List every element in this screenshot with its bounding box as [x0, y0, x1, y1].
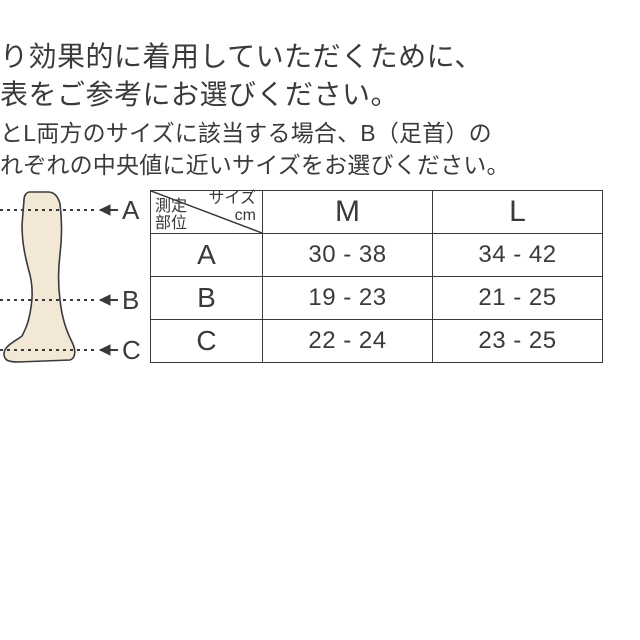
table-header-row: サイズ cm 測定 部位 M L — [151, 191, 603, 234]
diagram-label-a: A — [122, 195, 139, 226]
header-m: M — [263, 191, 433, 234]
diagram-label-c: C — [122, 335, 141, 366]
size-table: サイズ cm 測定 部位 M L A 30 - 38 34 - 42 B 19 … — [150, 190, 603, 363]
diagram-label-b: B — [122, 285, 139, 316]
row-label-c: C — [151, 320, 263, 363]
cell-c-m: 22 - 24 — [263, 320, 433, 363]
cell-a-m: 30 - 38 — [263, 234, 433, 277]
arrow-c — [100, 345, 118, 355]
table-row: B 19 - 23 21 - 25 — [151, 277, 603, 320]
leg-shape — [4, 192, 75, 362]
table-row: C 22 - 24 23 - 25 — [151, 320, 603, 363]
cell-a-l: 34 - 42 — [433, 234, 603, 277]
arrow-b — [100, 295, 118, 305]
header-measure-cell: サイズ cm 測定 部位 — [151, 191, 263, 234]
cell-c-l: 23 - 25 — [433, 320, 603, 363]
header-size-cm: サイズ cm — [208, 191, 256, 225]
arrow-a — [100, 205, 118, 215]
row-label-b: B — [151, 277, 263, 320]
leg-diagram: A B C — [0, 190, 150, 362]
header-l: L — [433, 191, 603, 234]
cell-b-l: 21 - 25 — [433, 277, 603, 320]
row-label-a: A — [151, 234, 263, 277]
table-row: A 30 - 38 34 - 42 — [151, 234, 603, 277]
cell-b-m: 19 - 23 — [263, 277, 433, 320]
heading-line-1: り効果的に着用していただくために、 — [0, 38, 483, 76]
note-line-1: とL両方のサイズに該当する場合、B（足首）の — [0, 118, 492, 149]
product-size-guide: り効果的に着用していただくために、 表をご参考にお選びください。 とL両方のサイ… — [0, 0, 640, 640]
heading-line-2: 表をご参考にお選びください。 — [0, 76, 399, 114]
header-measure-part: 測定 部位 — [155, 199, 187, 233]
note-line-2: れぞれの中央値に近いサイズをお選びください。 — [0, 150, 510, 181]
